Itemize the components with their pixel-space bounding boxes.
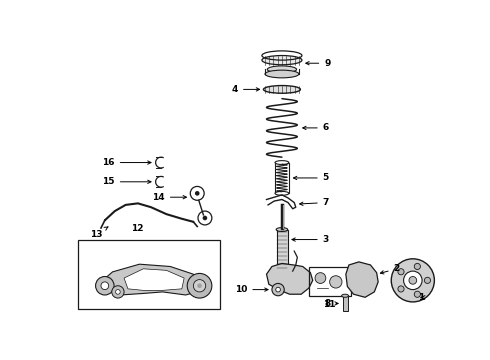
Ellipse shape bbox=[342, 294, 348, 297]
Text: 1: 1 bbox=[418, 293, 425, 302]
Text: 9: 9 bbox=[306, 59, 331, 68]
Text: 8: 8 bbox=[324, 299, 338, 308]
Text: 16: 16 bbox=[102, 158, 151, 167]
Bar bbox=[276, 230, 288, 270]
Circle shape bbox=[276, 287, 280, 292]
Circle shape bbox=[272, 283, 284, 296]
Ellipse shape bbox=[262, 55, 302, 65]
Text: 2: 2 bbox=[380, 264, 400, 274]
Ellipse shape bbox=[275, 192, 289, 195]
Ellipse shape bbox=[276, 228, 288, 231]
Text: 6: 6 bbox=[303, 123, 329, 132]
Circle shape bbox=[195, 191, 199, 195]
Circle shape bbox=[398, 269, 404, 275]
Text: 13: 13 bbox=[90, 227, 108, 239]
Circle shape bbox=[112, 286, 124, 298]
Bar bbox=[309, 266, 351, 296]
Circle shape bbox=[330, 276, 342, 288]
Text: 14: 14 bbox=[152, 193, 186, 202]
Circle shape bbox=[315, 273, 326, 283]
Text: 15: 15 bbox=[102, 177, 151, 186]
Text: 7: 7 bbox=[300, 198, 329, 207]
Ellipse shape bbox=[275, 161, 289, 165]
Ellipse shape bbox=[268, 66, 296, 73]
Circle shape bbox=[116, 289, 120, 294]
Circle shape bbox=[96, 276, 114, 295]
Circle shape bbox=[409, 276, 416, 284]
Polygon shape bbox=[267, 264, 313, 294]
Circle shape bbox=[194, 280, 206, 292]
Text: 3: 3 bbox=[292, 235, 329, 244]
Text: 10: 10 bbox=[235, 285, 268, 294]
Polygon shape bbox=[124, 269, 184, 291]
Circle shape bbox=[414, 264, 420, 270]
Circle shape bbox=[398, 286, 404, 292]
Polygon shape bbox=[346, 262, 378, 297]
Circle shape bbox=[414, 291, 420, 297]
Circle shape bbox=[101, 282, 109, 289]
Text: 12: 12 bbox=[131, 224, 144, 233]
Text: 5: 5 bbox=[294, 174, 329, 183]
Text: 4: 4 bbox=[232, 85, 260, 94]
Ellipse shape bbox=[276, 269, 288, 272]
Circle shape bbox=[203, 216, 207, 220]
Bar bbox=[343, 296, 348, 311]
Ellipse shape bbox=[264, 86, 300, 93]
Bar bbox=[78, 239, 221, 309]
Circle shape bbox=[392, 259, 435, 302]
Bar bbox=[275, 163, 289, 193]
Ellipse shape bbox=[265, 70, 299, 78]
Circle shape bbox=[404, 271, 422, 289]
Circle shape bbox=[187, 274, 212, 298]
Circle shape bbox=[424, 277, 431, 283]
Polygon shape bbox=[101, 264, 201, 295]
Circle shape bbox=[197, 283, 202, 288]
Text: 11: 11 bbox=[323, 300, 336, 309]
